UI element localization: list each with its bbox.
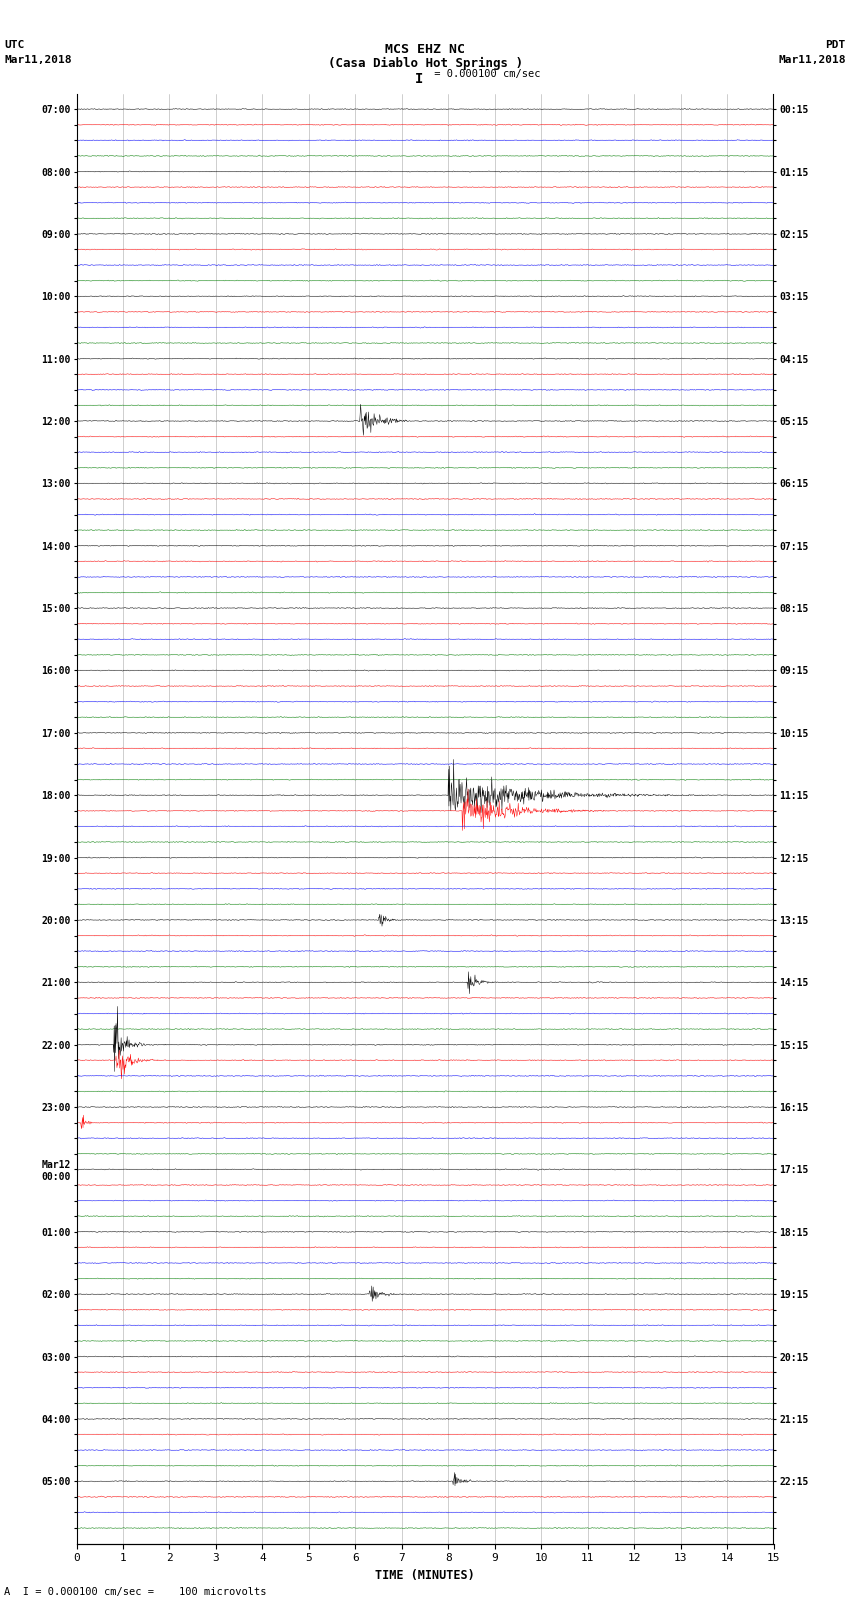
Text: A  I = 0.000100 cm/sec =    100 microvolts: A I = 0.000100 cm/sec = 100 microvolts bbox=[4, 1587, 267, 1597]
Text: PDT: PDT bbox=[825, 40, 846, 50]
Text: I: I bbox=[415, 71, 423, 85]
Text: (Casa Diablo Hot Springs ): (Casa Diablo Hot Springs ) bbox=[327, 58, 523, 71]
Text: UTC: UTC bbox=[4, 40, 25, 50]
Text: = 0.000100 cm/sec: = 0.000100 cm/sec bbox=[428, 69, 540, 79]
X-axis label: TIME (MINUTES): TIME (MINUTES) bbox=[375, 1569, 475, 1582]
Text: MCS EHZ NC: MCS EHZ NC bbox=[385, 44, 465, 56]
Text: Mar11,2018: Mar11,2018 bbox=[779, 55, 846, 65]
Text: Mar11,2018: Mar11,2018 bbox=[4, 55, 71, 65]
